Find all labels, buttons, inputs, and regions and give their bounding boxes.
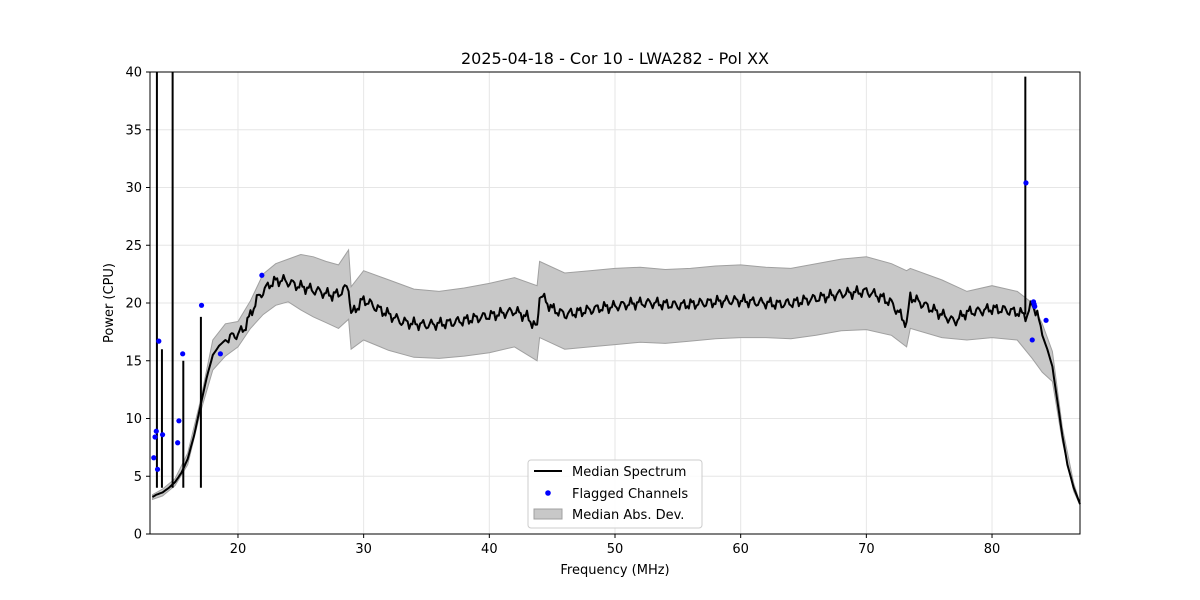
x-tick-label: 80	[984, 542, 1001, 557]
x-tick-label: 30	[355, 542, 372, 557]
legend-box	[527, 459, 703, 529]
flagged-point	[1023, 180, 1029, 186]
flagged-point	[1043, 317, 1049, 323]
y-tick-label: 0	[134, 528, 142, 543]
x-tick-label: 50	[607, 542, 624, 557]
flagged-point	[1032, 303, 1038, 310]
flagged-point	[1029, 337, 1035, 343]
y-axis-ticks: 0 5 10 15 20 25 30 35 40	[125, 66, 150, 543]
legend-median-label: Median Spectrum	[572, 465, 686, 480]
legend-mad-swatch	[533, 508, 563, 520]
y-tick-label: 10	[125, 412, 142, 427]
flagged-point	[259, 272, 265, 278]
flagged-point	[153, 428, 159, 434]
x-tick-label: 20	[230, 542, 247, 557]
y-tick-label: 15	[125, 354, 142, 369]
legend-mad-label: Median Abs. Dev.	[572, 508, 684, 523]
flagged-point	[156, 338, 162, 344]
flagged-point	[198, 302, 205, 308]
flagged-point	[217, 351, 223, 357]
flagged-point	[152, 434, 158, 440]
flagged-points-layer	[151, 180, 1049, 472]
y-tick-label: 20	[125, 297, 142, 312]
x-tick-label: 60	[732, 542, 749, 557]
flagged-point	[176, 418, 182, 424]
y-tick-label: 35	[125, 123, 142, 138]
y-axis-label: Power (CPU)	[102, 263, 117, 343]
median-spectrum-line	[151, 274, 1081, 505]
y-tick-label: 5	[134, 470, 142, 485]
chart-title: 2025-04-18 - Cor 10 - LWA282 - Pol XX	[461, 49, 769, 68]
y-tick-label: 25	[125, 239, 142, 254]
flagged-point	[151, 455, 157, 461]
legend: Median Spectrum Flagged Channels Median …	[527, 459, 703, 529]
median-line-layer	[151, 72, 1081, 505]
x-axis-label: Frequency (MHz)	[560, 563, 669, 578]
x-tick-label: 40	[481, 542, 498, 557]
legend-flagged-label: Flagged Channels	[572, 487, 688, 502]
y-tick-label: 40	[125, 66, 142, 81]
legend-flagged-swatch	[545, 490, 551, 496]
flagged-point	[180, 351, 186, 357]
x-axis-ticks: 20 30 40 50 60 70 80	[230, 534, 1001, 557]
x-tick-label: 70	[858, 542, 875, 557]
flagged-point	[159, 432, 166, 438]
y-tick-label: 30	[125, 181, 142, 196]
flagged-point	[175, 440, 181, 446]
flagged-point	[154, 466, 161, 472]
